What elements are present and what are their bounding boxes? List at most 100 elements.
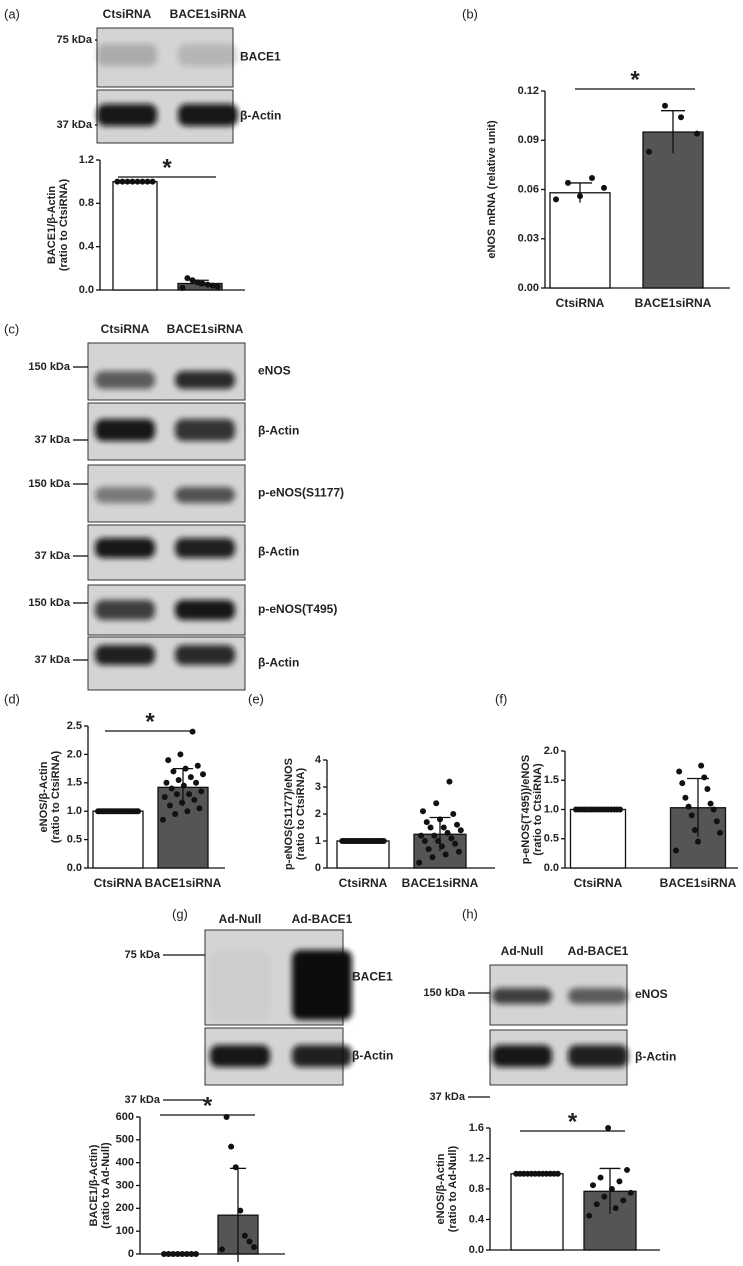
- y-tick-label: 0.00: [518, 282, 539, 294]
- bar: [569, 808, 627, 869]
- data-point: [701, 774, 708, 781]
- data-point: [553, 196, 559, 203]
- y-tick-label: 1.2: [79, 154, 94, 166]
- y-tick-label: 500: [116, 1134, 134, 1146]
- significance-star: *: [145, 708, 155, 735]
- x-tick-label: CtsiRNA: [556, 296, 605, 310]
- data-point: [184, 275, 191, 282]
- data-point: [179, 799, 186, 806]
- x-tick-label: CtsiRNA: [574, 876, 623, 890]
- y-tick-label: 0.03: [518, 233, 539, 245]
- data-point: [601, 184, 607, 191]
- lane-label: BACE1siRNA: [170, 7, 247, 21]
- y-axis-label: (ratio to CtsiRNA): [58, 179, 70, 272]
- protein-label: p-eNOS(T495): [258, 602, 337, 616]
- data-point: [173, 791, 180, 798]
- data-point: [593, 1201, 600, 1208]
- data-point: [199, 280, 206, 287]
- band: [492, 988, 552, 1004]
- band: [178, 44, 238, 66]
- data-point: [416, 859, 423, 866]
- data-point: [161, 1251, 167, 1257]
- data-point: [188, 1251, 195, 1257]
- panel-label: (e): [248, 691, 264, 706]
- x-tick-label: BACE1siRNA: [145, 876, 222, 890]
- data-point: [685, 803, 692, 810]
- data-point: [617, 806, 623, 813]
- data-point: [682, 794, 689, 801]
- band: [568, 1045, 628, 1067]
- data-point: [423, 819, 430, 826]
- y-tick-label: 0.12: [518, 85, 539, 97]
- kda-marker: 37 kDa: [57, 119, 93, 131]
- data-point: [214, 283, 221, 290]
- data-point: [193, 1251, 199, 1257]
- kda-marker: 150 kDa: [28, 361, 70, 373]
- band: [95, 487, 155, 503]
- data-point: [452, 840, 459, 847]
- data-point: [673, 847, 679, 854]
- bar: [510, 1173, 564, 1251]
- data-point: [380, 838, 387, 844]
- data-point: [189, 728, 196, 735]
- protein-label: β-Actin: [258, 424, 299, 438]
- kda-marker: 150 kDa: [28, 597, 70, 609]
- protein-label: eNOS: [258, 364, 291, 378]
- panel-label: (f): [495, 691, 507, 706]
- data-point: [454, 821, 461, 828]
- data-point: [624, 1166, 631, 1173]
- y-axis-label: BACE1/β-Actin: [46, 186, 58, 265]
- panel-label: (c): [4, 321, 19, 336]
- panel-label: (d): [4, 691, 20, 706]
- data-point: [688, 812, 695, 819]
- data-point: [170, 768, 177, 775]
- data-point: [200, 771, 206, 778]
- data-point: [165, 1251, 172, 1257]
- panel-label: (a): [4, 6, 20, 21]
- bar: [112, 181, 158, 291]
- kda-marker: 37 kDa: [125, 1094, 161, 1106]
- data-point: [448, 835, 455, 842]
- y-tick-label: 0.0: [544, 862, 559, 874]
- y-tick-label: 0.4: [79, 241, 95, 253]
- band: [95, 371, 155, 389]
- y-axis-label: eNOS/β-Actin: [38, 761, 50, 832]
- band: [292, 1045, 352, 1067]
- kda-marker: 37 kDa: [35, 550, 71, 562]
- y-axis-label: p-eNOS(T495))/eNOS: [520, 755, 532, 864]
- data-point: [194, 279, 201, 286]
- bar: [336, 840, 390, 869]
- data-point: [100, 808, 107, 815]
- data-point: [175, 776, 182, 783]
- data-point: [375, 838, 382, 844]
- y-tick-label: 0.06: [518, 183, 539, 195]
- significance-star: *: [203, 1092, 213, 1119]
- protein-label: BACE1: [240, 50, 281, 64]
- data-point: [209, 282, 216, 289]
- band: [178, 104, 238, 126]
- y-tick-label: 4: [315, 754, 322, 766]
- data-point: [455, 848, 462, 855]
- data-point: [204, 281, 211, 288]
- data-point: [135, 808, 141, 815]
- data-point: [676, 768, 683, 775]
- data-point: [186, 791, 193, 798]
- y-tick-label: 1.5: [544, 774, 559, 786]
- y-tick-label: 600: [116, 1111, 134, 1123]
- data-point: [429, 854, 436, 861]
- lane-label: Ad-BACE1: [568, 944, 629, 958]
- band: [210, 950, 270, 1020]
- y-tick-label: 1.5: [67, 777, 82, 789]
- data-point: [707, 800, 714, 807]
- band: [175, 645, 235, 665]
- data-point: [198, 788, 205, 795]
- protein-label: eNOS: [635, 987, 668, 1001]
- data-point: [344, 838, 351, 844]
- data-point: [589, 175, 595, 182]
- kda-marker: 150 kDa: [423, 987, 465, 999]
- y-tick-label: 2.0: [544, 745, 559, 757]
- y-axis-label: (ratio to CtsiRNA): [532, 763, 544, 856]
- x-tick-label: CtsiRNA: [94, 876, 143, 890]
- panel-label: (g): [172, 906, 188, 921]
- data-point: [694, 130, 700, 137]
